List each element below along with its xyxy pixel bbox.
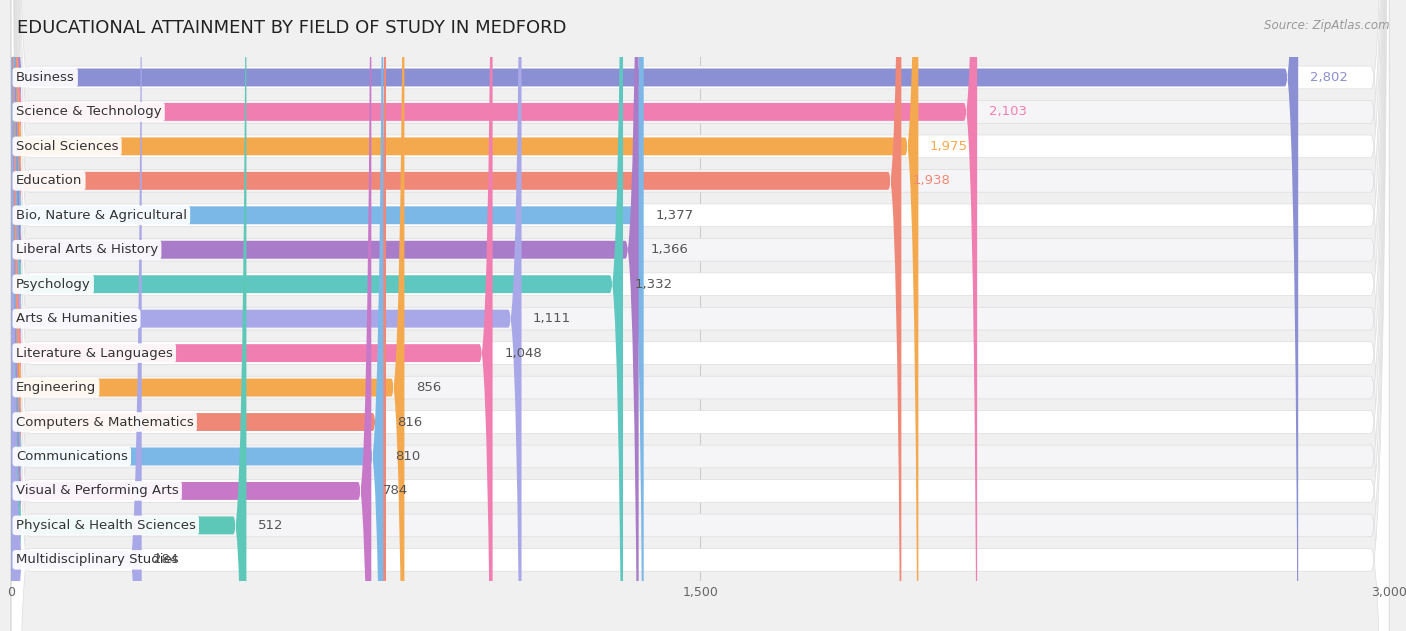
FancyBboxPatch shape xyxy=(11,0,522,631)
FancyBboxPatch shape xyxy=(11,0,1389,631)
FancyBboxPatch shape xyxy=(11,0,638,631)
FancyBboxPatch shape xyxy=(11,0,1389,631)
FancyBboxPatch shape xyxy=(11,0,901,631)
Text: 2,802: 2,802 xyxy=(1309,71,1347,84)
FancyBboxPatch shape xyxy=(11,0,1389,631)
FancyBboxPatch shape xyxy=(11,0,1389,631)
FancyBboxPatch shape xyxy=(11,0,1389,631)
FancyBboxPatch shape xyxy=(11,0,977,631)
Text: Social Sciences: Social Sciences xyxy=(15,140,118,153)
Text: Physical & Health Sciences: Physical & Health Sciences xyxy=(15,519,195,532)
Text: Engineering: Engineering xyxy=(15,381,96,394)
FancyBboxPatch shape xyxy=(11,0,1389,631)
FancyBboxPatch shape xyxy=(11,0,1389,631)
Text: Computers & Mathematics: Computers & Mathematics xyxy=(15,416,194,428)
Text: Communications: Communications xyxy=(15,450,128,463)
FancyBboxPatch shape xyxy=(11,0,384,631)
FancyBboxPatch shape xyxy=(11,0,142,631)
Text: 512: 512 xyxy=(257,519,284,532)
FancyBboxPatch shape xyxy=(11,0,1389,631)
Text: Psychology: Psychology xyxy=(15,278,90,291)
Text: Arts & Humanities: Arts & Humanities xyxy=(15,312,138,325)
Text: 2,103: 2,103 xyxy=(988,105,1026,119)
Text: 1,975: 1,975 xyxy=(929,140,967,153)
FancyBboxPatch shape xyxy=(11,0,1389,631)
FancyBboxPatch shape xyxy=(11,0,405,631)
FancyBboxPatch shape xyxy=(11,0,644,631)
Text: 1,938: 1,938 xyxy=(912,174,950,187)
FancyBboxPatch shape xyxy=(11,0,623,631)
Text: 1,048: 1,048 xyxy=(505,346,541,360)
Text: 284: 284 xyxy=(153,553,179,567)
Text: Multidisciplinary Studies: Multidisciplinary Studies xyxy=(15,553,179,567)
FancyBboxPatch shape xyxy=(11,0,1389,631)
Text: Visual & Performing Arts: Visual & Performing Arts xyxy=(15,485,179,497)
Text: Science & Technology: Science & Technology xyxy=(15,105,162,119)
FancyBboxPatch shape xyxy=(11,0,371,631)
FancyBboxPatch shape xyxy=(11,0,1389,631)
FancyBboxPatch shape xyxy=(11,0,387,631)
Text: 810: 810 xyxy=(395,450,420,463)
FancyBboxPatch shape xyxy=(11,0,246,631)
FancyBboxPatch shape xyxy=(11,0,1389,631)
Text: Literature & Languages: Literature & Languages xyxy=(15,346,173,360)
Text: Bio, Nature & Agricultural: Bio, Nature & Agricultural xyxy=(15,209,187,221)
Text: Business: Business xyxy=(15,71,75,84)
Text: 1,332: 1,332 xyxy=(634,278,672,291)
Text: 1,377: 1,377 xyxy=(655,209,693,221)
Text: Education: Education xyxy=(15,174,82,187)
FancyBboxPatch shape xyxy=(11,0,1389,631)
Text: 1,366: 1,366 xyxy=(650,243,688,256)
Text: Liberal Arts & History: Liberal Arts & History xyxy=(15,243,157,256)
Text: 784: 784 xyxy=(382,485,408,497)
Text: 1,111: 1,111 xyxy=(533,312,571,325)
Text: 856: 856 xyxy=(416,381,441,394)
Text: EDUCATIONAL ATTAINMENT BY FIELD OF STUDY IN MEDFORD: EDUCATIONAL ATTAINMENT BY FIELD OF STUDY… xyxy=(17,19,567,37)
Text: 816: 816 xyxy=(398,416,423,428)
FancyBboxPatch shape xyxy=(11,0,1389,631)
FancyBboxPatch shape xyxy=(11,0,1298,631)
FancyBboxPatch shape xyxy=(11,0,492,631)
FancyBboxPatch shape xyxy=(11,0,1389,631)
FancyBboxPatch shape xyxy=(11,0,918,631)
Text: Source: ZipAtlas.com: Source: ZipAtlas.com xyxy=(1264,19,1389,32)
